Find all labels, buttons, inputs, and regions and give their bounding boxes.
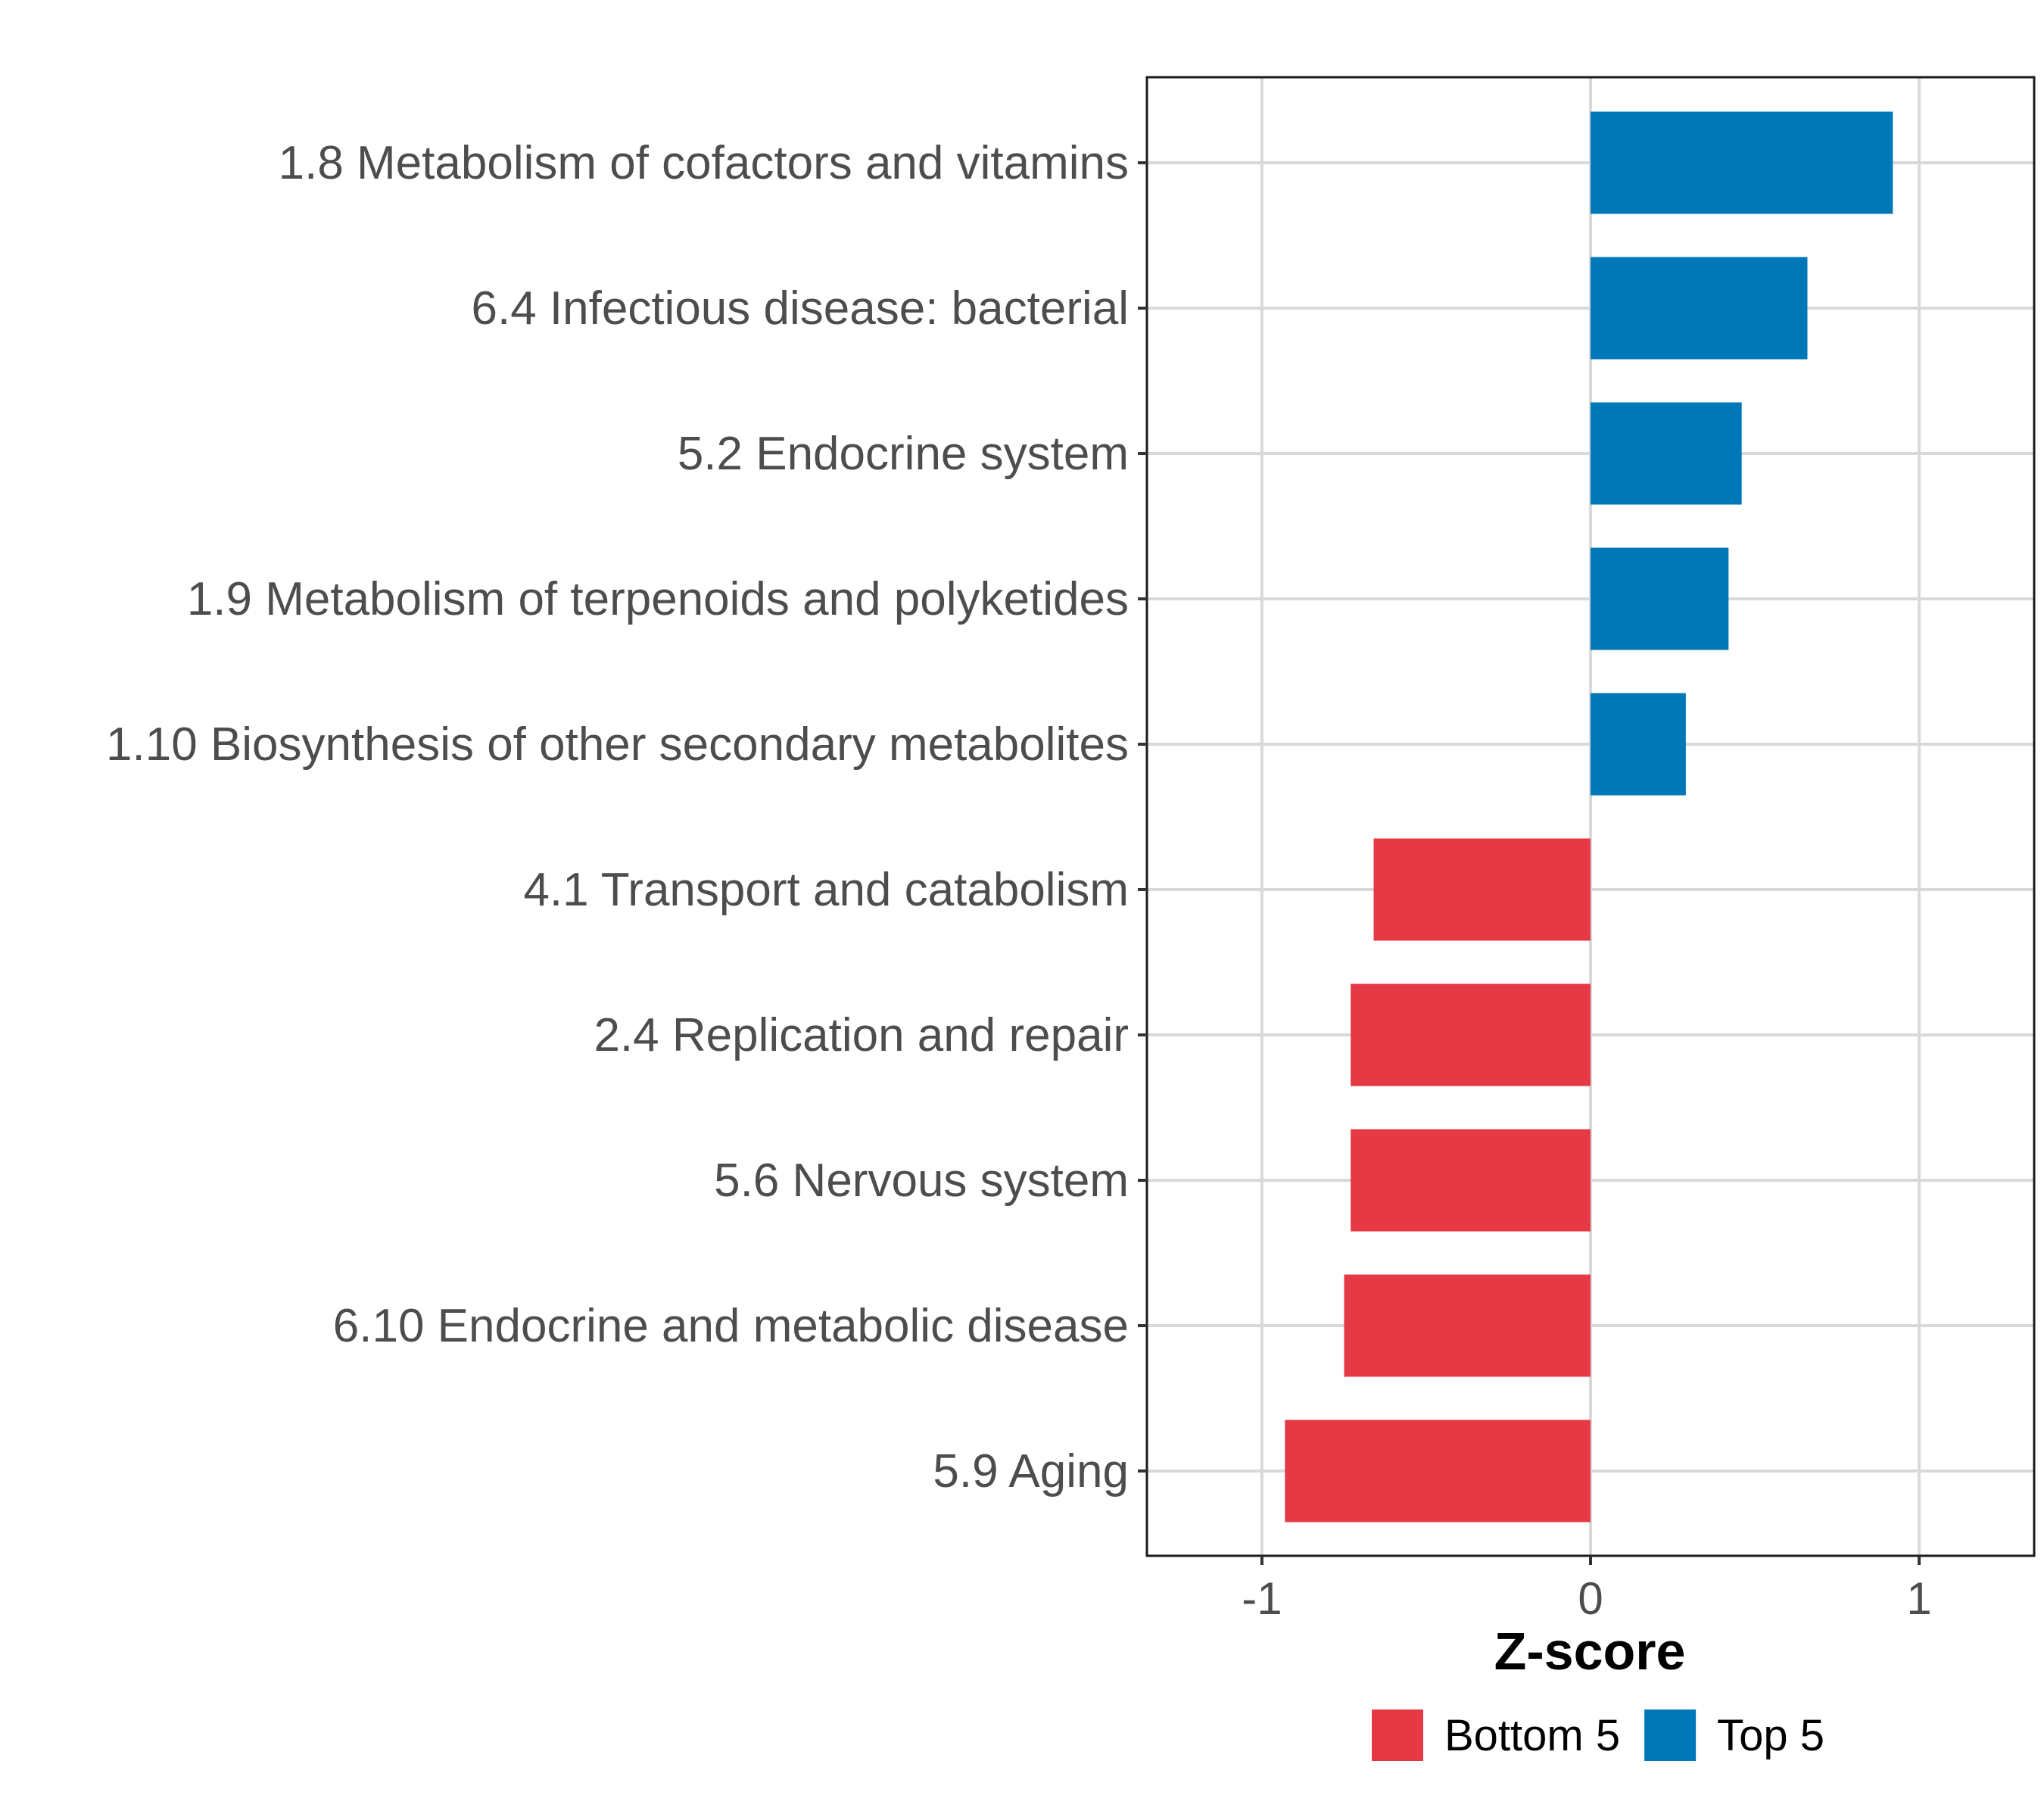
x-axis-title: Z-score bbox=[1494, 1622, 1686, 1681]
y-tick-label: 6.10 Endocrine and metabolic disease bbox=[333, 1300, 1129, 1352]
bars bbox=[1285, 111, 1893, 1522]
y-tick-label: 4.1 Transport and catabolism bbox=[523, 864, 1129, 916]
y-tick-label: 5.6 Nervous system bbox=[714, 1155, 1129, 1207]
y-tick-label: 5.9 Aging bbox=[933, 1445, 1129, 1498]
bar bbox=[1591, 111, 1893, 214]
bar bbox=[1591, 547, 1729, 650]
bar bbox=[1373, 838, 1591, 941]
legend-label: Top 5 bbox=[1717, 1711, 1824, 1760]
y-tick-label: 6.4 Infectious disease: bacterial bbox=[471, 282, 1129, 335]
bar bbox=[1351, 1129, 1591, 1232]
y-axis: 1.8 Metabolism of cofactors and vitamins… bbox=[106, 137, 1147, 1498]
legend-label: Bottom 5 bbox=[1444, 1711, 1620, 1760]
bar bbox=[1591, 693, 1686, 796]
x-tick-label: 1 bbox=[1906, 1573, 1931, 1624]
bar bbox=[1591, 402, 1742, 505]
y-tick-label: 1.10 Biosynthesis of other secondary met… bbox=[106, 718, 1129, 771]
legend-swatch bbox=[1644, 1709, 1697, 1761]
legend-swatch bbox=[1372, 1709, 1423, 1761]
y-tick-label: 1.9 Metabolism of terpenoids and polyket… bbox=[187, 573, 1129, 625]
bar bbox=[1591, 257, 1808, 360]
bar bbox=[1344, 1274, 1591, 1377]
bar bbox=[1351, 983, 1591, 1086]
x-axis: -1 0 1 bbox=[1242, 1556, 1932, 1624]
y-tick-label: 5.2 Endocrine system bbox=[678, 428, 1129, 480]
y-tick-label: 1.8 Metabolism of cofactors and vitamins bbox=[279, 137, 1129, 189]
x-tick-label: 0 bbox=[1578, 1573, 1603, 1624]
x-tick-label: -1 bbox=[1242, 1573, 1282, 1624]
y-tick-label: 2.4 Replication and repair bbox=[594, 1009, 1129, 1061]
legend: Bottom 5 Top 5 bbox=[1372, 1709, 1824, 1761]
bar bbox=[1285, 1420, 1591, 1522]
